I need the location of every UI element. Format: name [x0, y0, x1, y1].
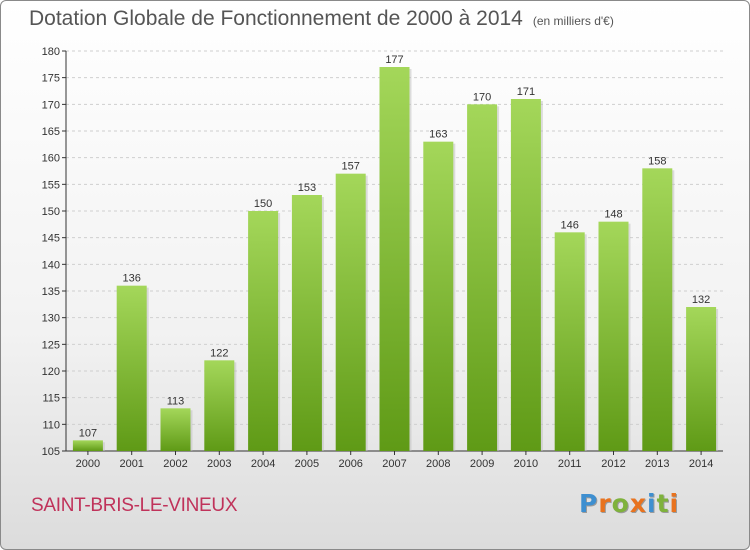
- bar-2002[interactable]: [160, 408, 191, 451]
- y-tick-label: 155: [42, 179, 60, 191]
- y-tick-label: 160: [42, 153, 60, 165]
- logo-letter: x: [629, 489, 647, 518]
- chart-title: Dotation Globale de Fonctionnement de 20…: [29, 7, 729, 37]
- y-tick-label: 140: [42, 259, 60, 271]
- chart-unit: (en milliers d'€): [532, 14, 614, 28]
- x-tick-label: 2012: [601, 458, 625, 470]
- x-tick-label: 2009: [470, 458, 494, 470]
- y-tick-label: 180: [42, 46, 60, 58]
- bar-2010[interactable]: [510, 99, 541, 451]
- logo-letter: o: [611, 489, 630, 518]
- y-tick-label: 130: [42, 313, 60, 325]
- x-tick-label: 2002: [163, 458, 187, 470]
- value-label: 158: [648, 155, 666, 167]
- value-label: 136: [123, 273, 141, 285]
- y-tick-label: 110: [42, 419, 60, 431]
- value-label: 132: [692, 294, 710, 306]
- x-tick-label: 2004: [251, 458, 275, 470]
- y-tick-label: 135: [42, 286, 60, 298]
- x-tick-label: 2000: [76, 458, 100, 470]
- value-label: 148: [604, 209, 622, 221]
- y-tick-label: 125: [42, 339, 60, 351]
- x-tick-label: 2003: [207, 458, 231, 470]
- proxiti-logo[interactable]: Proxiti: [579, 489, 679, 518]
- commune-name: SAINT-BRIS-LE-VINEUX: [31, 495, 238, 516]
- logo-letter: i: [647, 489, 657, 518]
- x-tick-label: 2007: [382, 458, 406, 470]
- value-label: 177: [385, 54, 403, 66]
- value-label: 153: [298, 182, 316, 194]
- chart-title-text: Dotation Globale de Fonctionnement de 20…: [29, 7, 523, 30]
- bar-2011[interactable]: [554, 232, 585, 451]
- y-tick-label: 165: [42, 126, 60, 138]
- bar-2012[interactable]: [598, 221, 629, 451]
- y-tick-label: 170: [42, 99, 60, 111]
- x-tick-label: 2005: [295, 458, 319, 470]
- bars: [72, 67, 719, 452]
- bar-2008[interactable]: [423, 141, 454, 451]
- x-tick-label: 2014: [689, 458, 713, 470]
- x-tick-label: 2006: [338, 458, 362, 470]
- y-tick-label: 175: [42, 73, 60, 85]
- value-label: 157: [342, 161, 360, 173]
- bar-2005[interactable]: [291, 195, 322, 451]
- bar-2004[interactable]: [248, 211, 279, 451]
- y-tick-label: 150: [42, 206, 60, 218]
- y-tick-label: 120: [42, 366, 60, 378]
- bar-2001[interactable]: [116, 285, 147, 451]
- bar-2000[interactable]: [72, 440, 103, 451]
- logo-letter: r: [598, 489, 612, 518]
- y-tick-label: 105: [42, 446, 60, 458]
- logo-letter: t: [656, 489, 670, 518]
- bar-2013[interactable]: [642, 168, 673, 452]
- x-tick-label: 2001: [119, 458, 143, 470]
- value-label: 171: [517, 86, 535, 98]
- y-tick-label: 115: [42, 393, 60, 405]
- logo-letter: P: [579, 489, 599, 518]
- value-label: 107: [79, 427, 97, 439]
- x-tick-label: 2010: [514, 458, 538, 470]
- x-tick-label: 2008: [426, 458, 450, 470]
- labels: 105 110 115 120 125 130 135 140 145 150 155 160 165 1…: [42, 46, 714, 470]
- bar-2009[interactable]: [467, 104, 498, 451]
- value-label: 170: [473, 91, 491, 103]
- bar-2007[interactable]: [379, 67, 410, 451]
- value-label: 113: [167, 395, 185, 407]
- logo-letter: i: [669, 489, 680, 518]
- x-tick-label: 2013: [645, 458, 669, 470]
- x-tick-label: 2011: [558, 458, 582, 470]
- bar-2003[interactable]: [204, 360, 235, 451]
- value-label: 146: [561, 219, 579, 231]
- bar-2006[interactable]: [335, 173, 366, 451]
- y-tick-label: 145: [42, 233, 60, 245]
- value-label: 122: [210, 347, 228, 359]
- value-label: 163: [429, 129, 447, 141]
- value-label: 150: [254, 198, 272, 210]
- bar-2014[interactable]: [686, 307, 717, 451]
